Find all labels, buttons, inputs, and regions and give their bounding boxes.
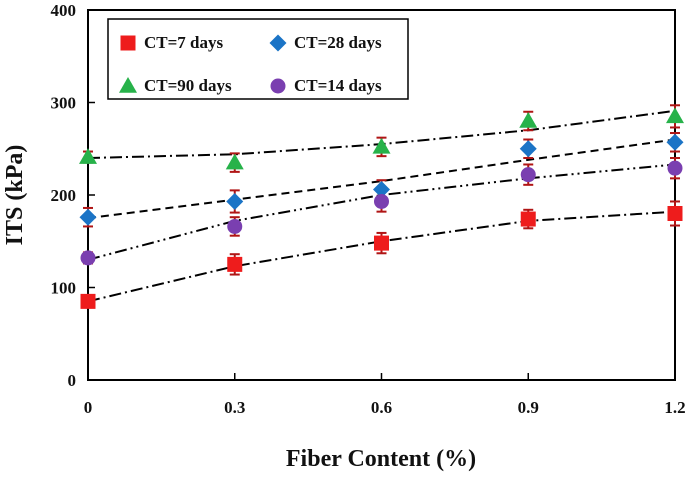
legend-label-ct-28-days: CT=28 days (294, 33, 382, 52)
marker-ct-7-days (668, 206, 683, 221)
marker-ct-14-days (81, 250, 96, 265)
legend-label-ct-7-days: CT=7 days (144, 33, 224, 52)
marker-ct-14-days (521, 167, 536, 182)
marker-ct-28-days (520, 140, 537, 157)
marker-ct-90-days (666, 107, 684, 123)
x-axis-title: Fiber Content (%) (286, 446, 476, 472)
marker-ct-7-days (227, 257, 242, 272)
x-tick-label: 0.6 (371, 398, 392, 417)
marker-ct-90-days (226, 154, 244, 170)
y-axis-title: ITS (kPa) (2, 145, 28, 246)
marker-ct-7-days (374, 236, 389, 251)
legend-label-ct-90-days: CT=90 days (144, 76, 232, 95)
legend: CT=7 days CT=28 days CT=90 days CT=14 days (108, 19, 408, 99)
x-tick-label: 0.9 (518, 398, 539, 417)
x-tick-label: 0 (84, 398, 93, 417)
marker-ct-28-days (80, 209, 97, 226)
marker-ct-7-days (521, 212, 536, 227)
marker-ct-28-days (667, 134, 684, 151)
marker-ct-14-days (668, 161, 683, 176)
y-tick-label: 400 (51, 1, 77, 20)
y-tick-label: 300 (51, 94, 77, 113)
y-tick-label: 0 (68, 371, 77, 390)
marker-ct-90-days (373, 138, 391, 154)
legend-label-ct-14-days: CT=14 days (294, 76, 382, 95)
y-tick-label: 100 (51, 279, 77, 298)
x-tick-label: 0.3 (224, 398, 245, 417)
y-tick-label: 200 (51, 186, 77, 205)
trend-line-ct-7-days (88, 212, 675, 302)
marker-ct-90-days (79, 148, 97, 164)
legend-marker-ct-7-days (121, 36, 136, 51)
x-tick-label: 1.2 (664, 398, 685, 417)
marker-ct-28-days (226, 193, 243, 210)
legend-marker-ct-14-days (271, 79, 286, 94)
marker-ct-7-days (81, 294, 96, 309)
marker-ct-14-days (227, 219, 242, 234)
marker-ct-14-days (374, 194, 389, 209)
marker-ct-90-days (519, 112, 537, 128)
